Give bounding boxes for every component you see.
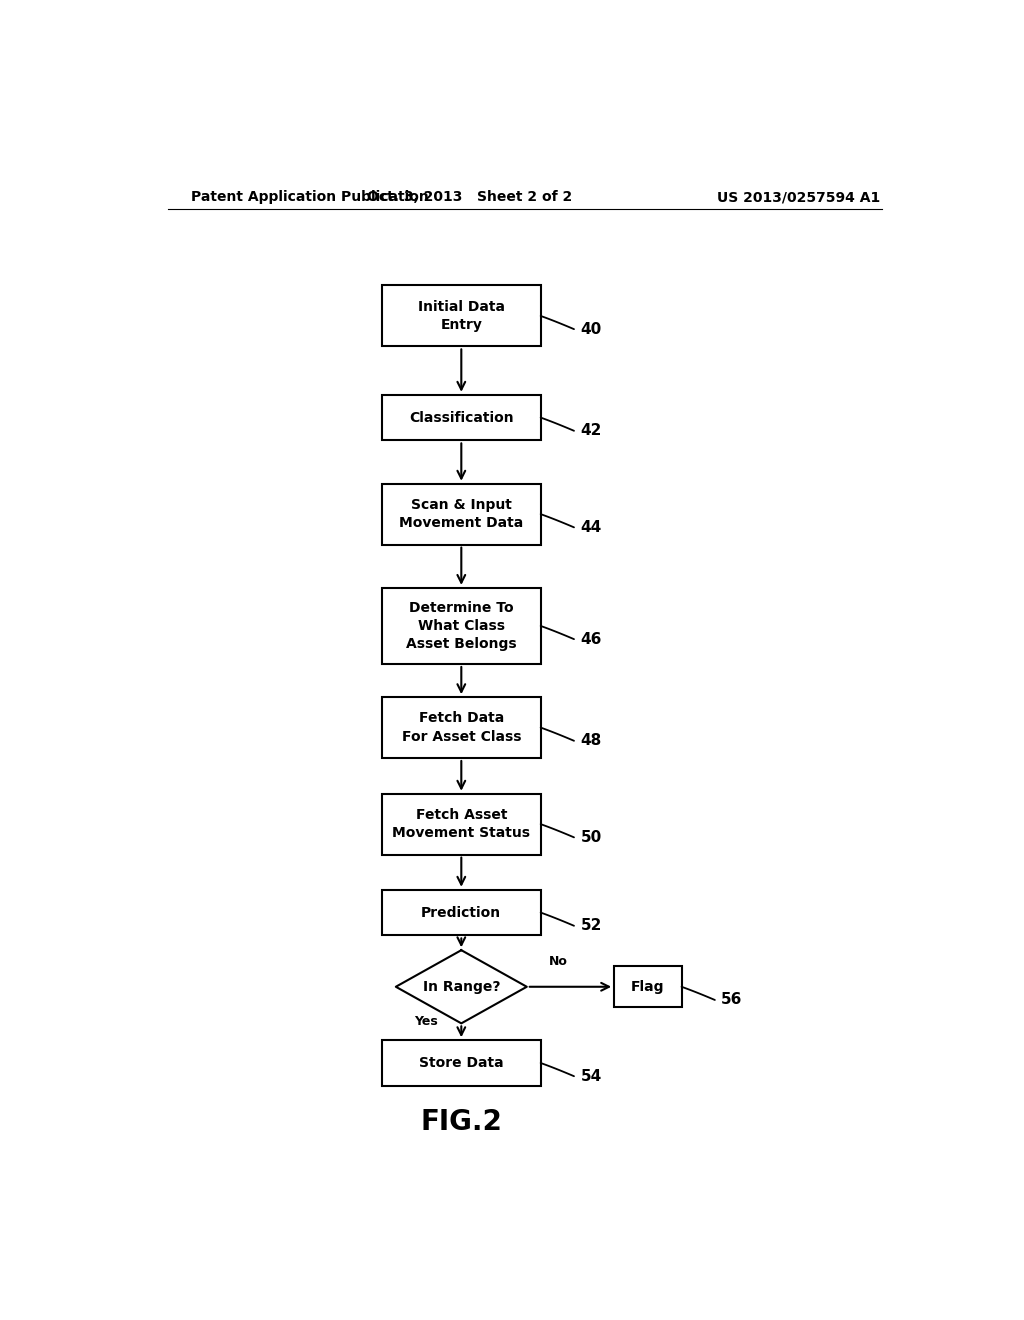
Bar [382, 395, 541, 441]
Text: Classification: Classification [409, 411, 514, 425]
Bar [382, 1040, 541, 1086]
Text: 50: 50 [581, 830, 602, 845]
Text: Store Data: Store Data [419, 1056, 504, 1071]
Text: 56: 56 [721, 993, 742, 1007]
Text: Oct. 3, 2013   Sheet 2 of 2: Oct. 3, 2013 Sheet 2 of 2 [367, 190, 571, 205]
Polygon shape [396, 950, 526, 1023]
Bar [382, 697, 541, 758]
Text: Determine To
What Class
Asset Belongs: Determine To What Class Asset Belongs [406, 601, 517, 651]
Text: 44: 44 [581, 520, 602, 535]
Text: Initial Data
Entry: Initial Data Entry [418, 300, 505, 333]
Text: 52: 52 [581, 919, 602, 933]
Text: FIG.2: FIG.2 [421, 1107, 502, 1137]
Bar [382, 285, 541, 346]
Text: Fetch Asset
Movement Status: Fetch Asset Movement Status [392, 808, 530, 841]
Text: Flag: Flag [631, 979, 665, 994]
Bar [382, 793, 541, 854]
Bar [614, 966, 682, 1007]
Text: 54: 54 [581, 1069, 602, 1084]
Text: No: No [549, 956, 568, 969]
Text: Prediction: Prediction [421, 906, 502, 920]
Text: Fetch Data
For Asset Class: Fetch Data For Asset Class [401, 711, 521, 743]
Text: Scan & Input
Movement Data: Scan & Input Movement Data [399, 498, 523, 531]
Text: 48: 48 [581, 734, 602, 748]
Bar [382, 483, 541, 545]
Text: 42: 42 [581, 424, 602, 438]
Text: Yes: Yes [414, 1015, 437, 1028]
Text: 40: 40 [581, 322, 602, 337]
Text: Patent Application Publication: Patent Application Publication [191, 190, 429, 205]
Bar [382, 587, 541, 664]
Text: 46: 46 [581, 632, 602, 647]
Text: US 2013/0257594 A1: US 2013/0257594 A1 [717, 190, 881, 205]
Text: In Range?: In Range? [423, 979, 500, 994]
Bar [382, 890, 541, 936]
